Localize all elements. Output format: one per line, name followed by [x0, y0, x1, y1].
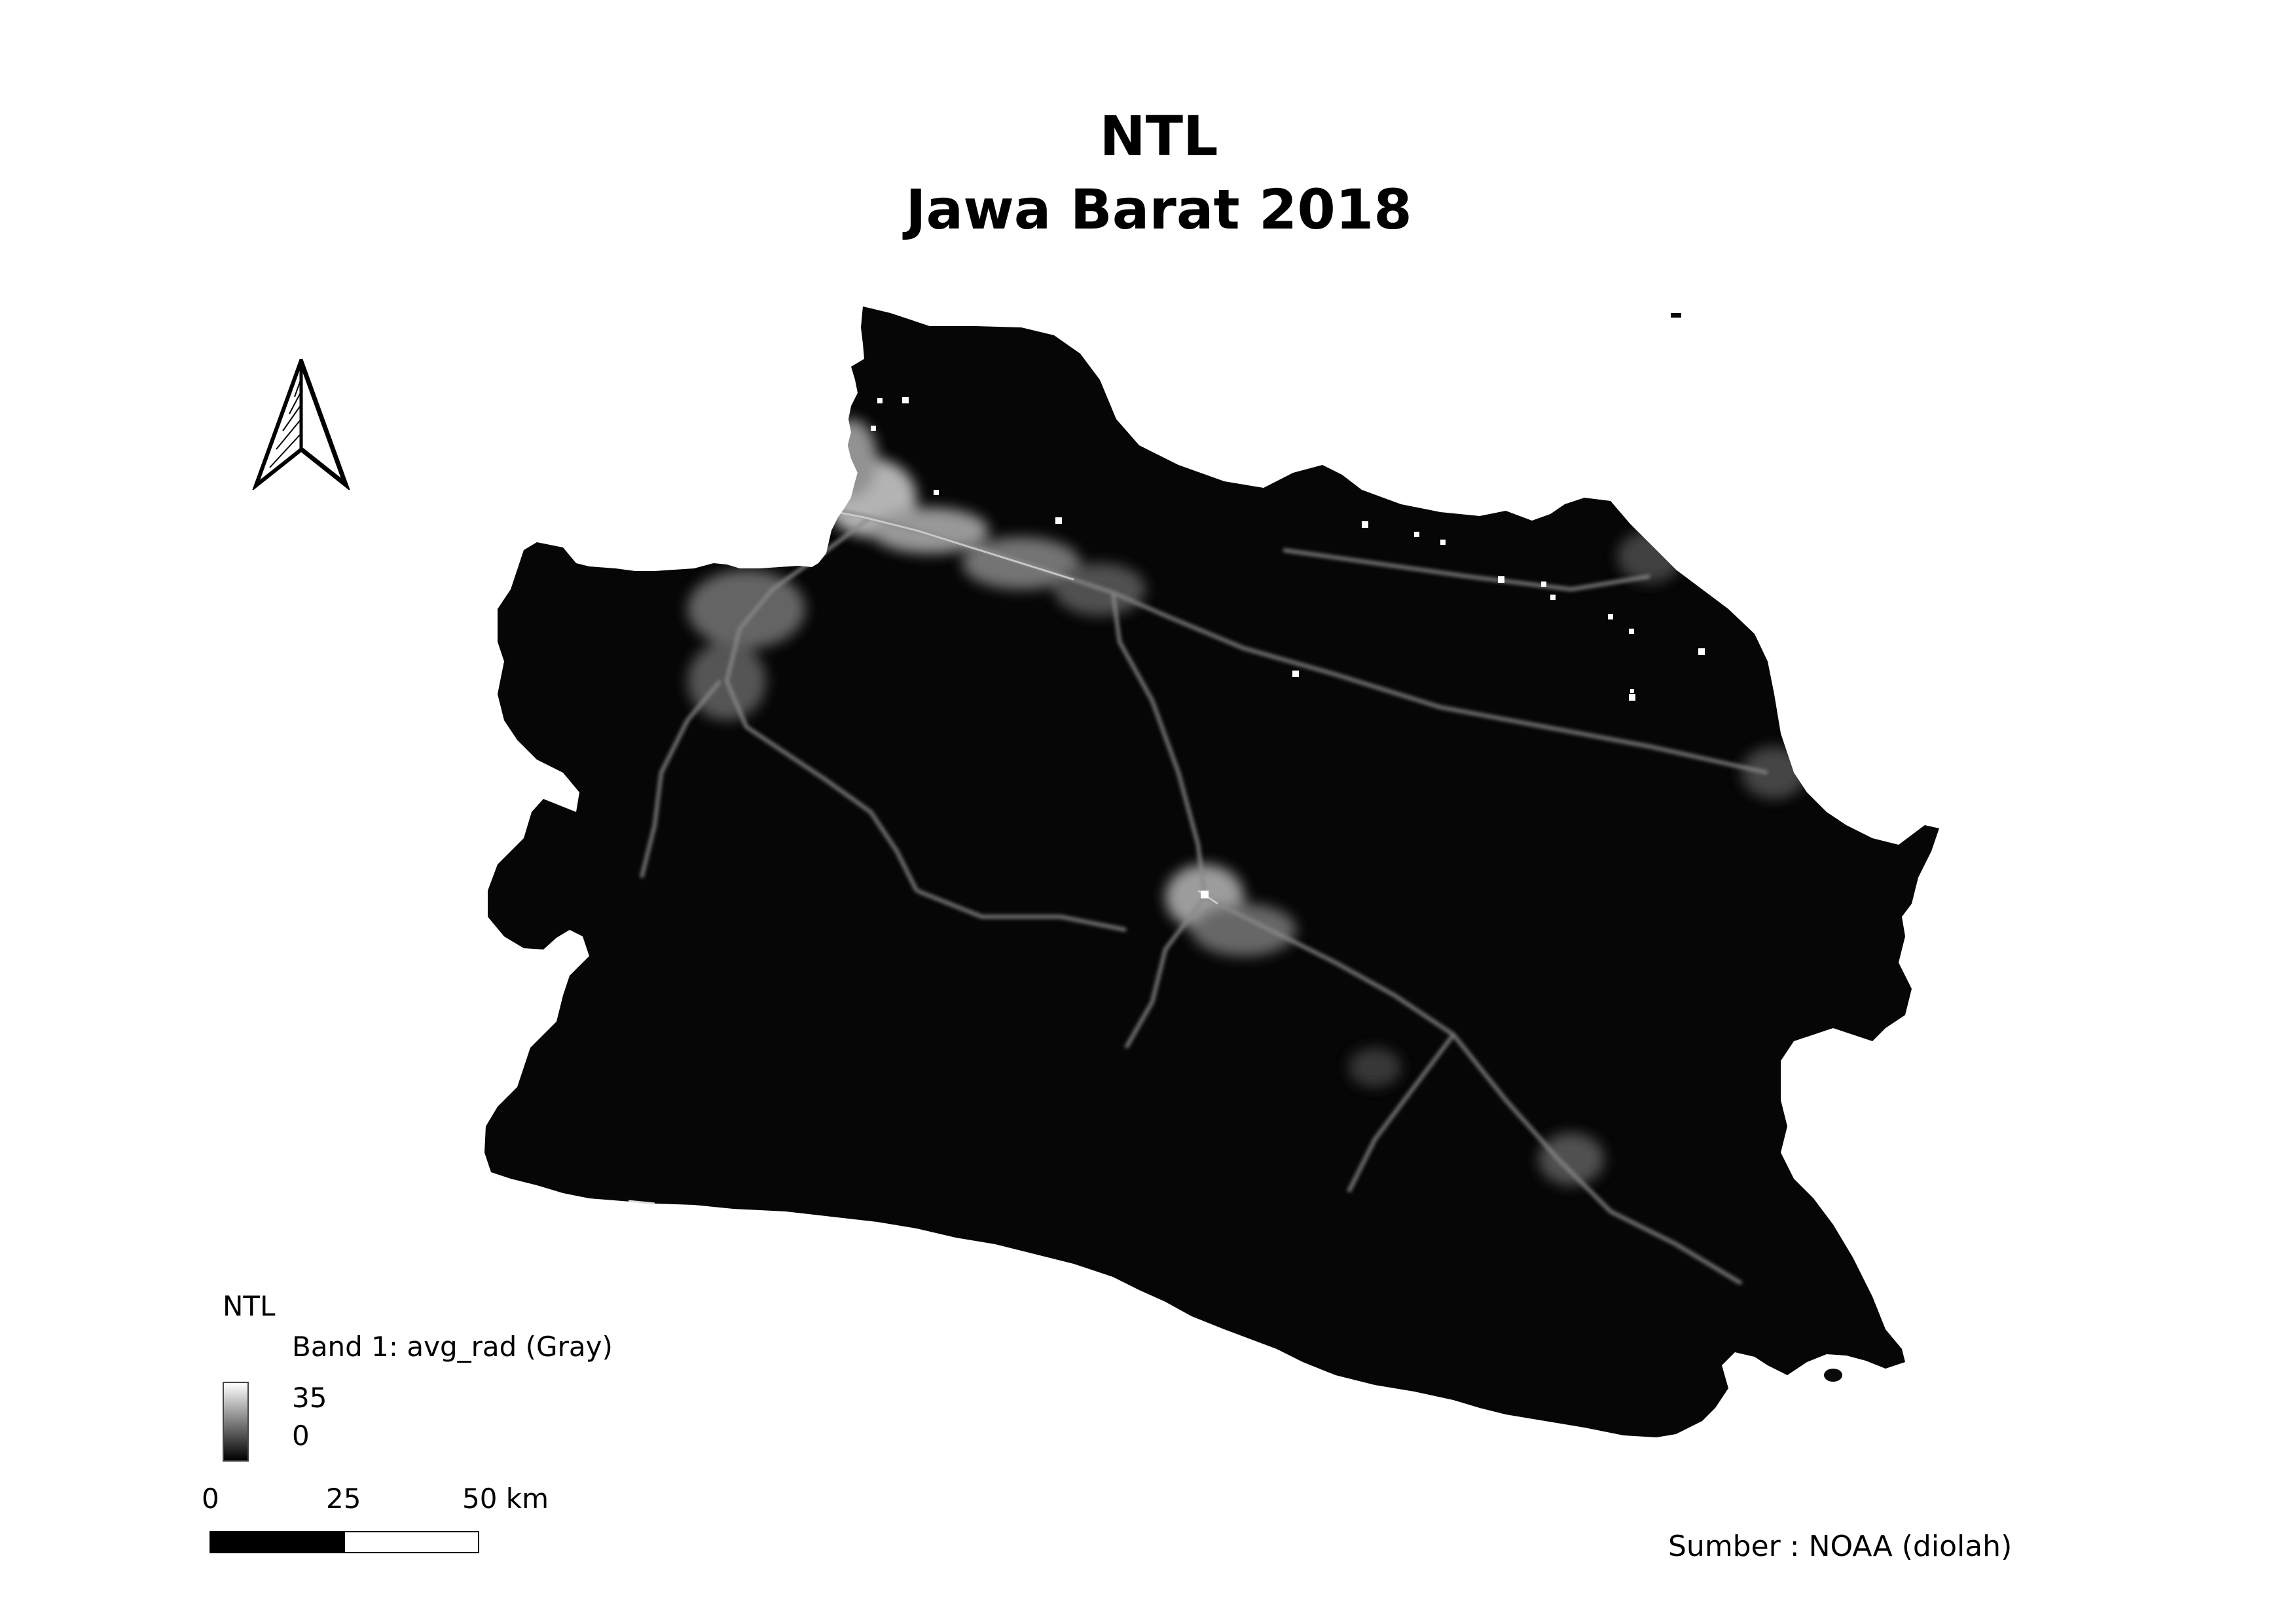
legend-min-value: 0 — [292, 1420, 310, 1452]
source-note: Sumber : NOAA (diolah) — [1668, 1530, 2013, 1563]
scale-label-50: 50 km — [462, 1483, 549, 1515]
point-lights — [871, 397, 1705, 898]
scale-label-25: 25 — [326, 1483, 361, 1515]
legend-band-label: Band 1: avg_rad (Gray) — [292, 1331, 613, 1363]
island — [1671, 313, 1681, 318]
map-title-line-1: NTL — [1099, 104, 1218, 168]
map-title-line-2: Jawa Barat 2018 — [905, 177, 1412, 242]
night-lights — [640, 397, 1807, 1285]
legend-max-value: 35 — [292, 1382, 327, 1414]
scale-bar — [210, 1531, 479, 1553]
legend-gradient-swatch — [223, 1382, 249, 1462]
island — [1824, 1369, 1842, 1382]
legend-title: NTL — [223, 1290, 276, 1322]
north-arrow-icon — [252, 359, 350, 490]
scale-label-0: 0 — [202, 1483, 219, 1515]
